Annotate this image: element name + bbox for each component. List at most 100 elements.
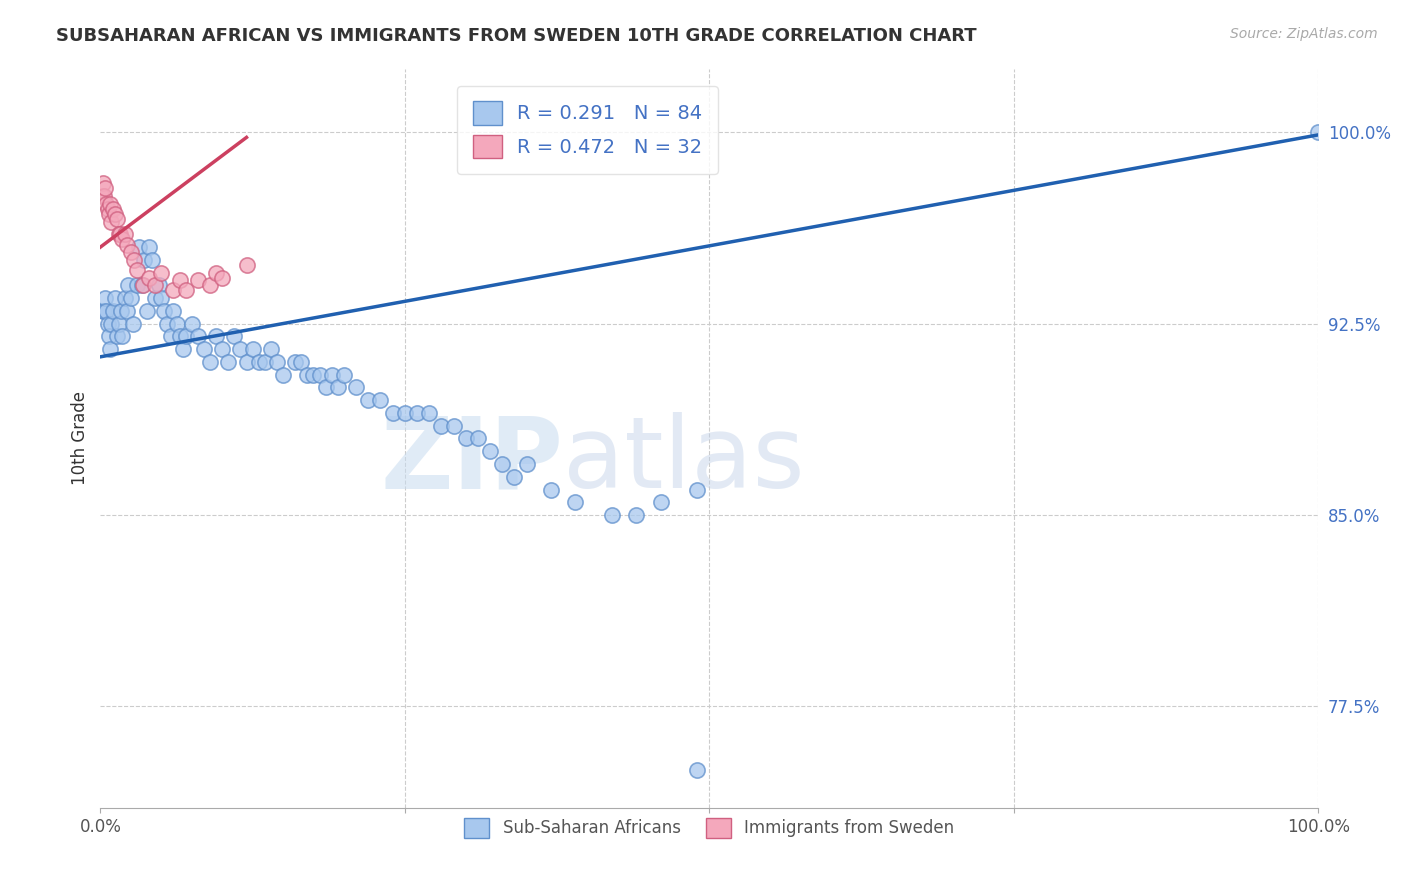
Legend: Sub-Saharan Africans, Immigrants from Sweden: Sub-Saharan Africans, Immigrants from Sw… xyxy=(458,811,960,845)
Point xyxy=(111,329,134,343)
Point xyxy=(394,406,416,420)
Point xyxy=(564,495,586,509)
Point xyxy=(98,196,121,211)
Point xyxy=(124,252,146,267)
Point xyxy=(686,483,709,497)
Point xyxy=(443,418,465,433)
Point xyxy=(284,355,307,369)
Point xyxy=(260,342,283,356)
Point xyxy=(107,212,129,227)
Point xyxy=(1308,125,1330,139)
Point xyxy=(308,368,330,382)
Point xyxy=(90,189,112,203)
Point xyxy=(94,291,117,305)
Point xyxy=(148,278,170,293)
Point xyxy=(107,329,129,343)
Point xyxy=(467,432,489,446)
Point xyxy=(205,329,228,343)
Point xyxy=(381,406,404,420)
Point xyxy=(117,278,139,293)
Point xyxy=(357,393,380,408)
Point xyxy=(686,763,709,777)
Point xyxy=(100,214,122,228)
Point xyxy=(156,317,179,331)
Point xyxy=(93,304,115,318)
Point xyxy=(430,418,453,433)
Point xyxy=(96,196,118,211)
Point xyxy=(211,342,233,356)
Point xyxy=(540,483,562,497)
Point xyxy=(114,227,136,242)
Point xyxy=(626,508,648,522)
Point xyxy=(107,317,129,331)
Text: SUBSAHARAN AFRICAN VS IMMIGRANTS FROM SWEDEN 10TH GRADE CORRELATION CHART: SUBSAHARAN AFRICAN VS IMMIGRANTS FROM SW… xyxy=(56,27,977,45)
Point xyxy=(125,278,148,293)
Point xyxy=(166,317,188,331)
Point xyxy=(143,291,166,305)
Point xyxy=(150,266,173,280)
Point xyxy=(247,355,270,369)
Point xyxy=(138,240,160,254)
Point xyxy=(242,342,264,356)
Text: ZIP: ZIP xyxy=(380,412,564,509)
Point xyxy=(132,278,155,293)
Point xyxy=(101,202,124,216)
Point xyxy=(96,304,118,318)
Point xyxy=(333,368,356,382)
Point xyxy=(315,380,337,394)
Point xyxy=(600,508,623,522)
Point xyxy=(187,329,209,343)
Point xyxy=(516,457,538,471)
Point xyxy=(406,406,429,420)
Point xyxy=(418,406,440,420)
Point xyxy=(217,355,239,369)
Point xyxy=(108,227,131,242)
Point xyxy=(120,245,142,260)
Text: atlas: atlas xyxy=(564,412,804,509)
Point xyxy=(91,177,114,191)
Point xyxy=(235,355,257,369)
Point xyxy=(94,181,117,195)
Point xyxy=(134,252,156,267)
Point xyxy=(198,355,221,369)
Point xyxy=(97,317,120,331)
Point xyxy=(97,207,120,221)
Point xyxy=(235,258,257,272)
Point xyxy=(503,469,526,483)
Point xyxy=(152,304,174,318)
Point xyxy=(141,252,163,267)
Point xyxy=(198,278,221,293)
Point xyxy=(650,495,672,509)
Text: Source: ZipAtlas.com: Source: ZipAtlas.com xyxy=(1230,27,1378,41)
Point xyxy=(97,202,120,216)
Point xyxy=(150,291,173,305)
Point xyxy=(297,368,319,382)
Point xyxy=(229,342,252,356)
Point xyxy=(180,317,202,331)
Point xyxy=(302,368,325,382)
Point xyxy=(172,342,194,356)
Point xyxy=(160,329,183,343)
Point xyxy=(114,291,136,305)
Point xyxy=(93,189,115,203)
Point xyxy=(321,368,343,382)
Point xyxy=(125,263,148,277)
Point xyxy=(174,284,197,298)
Point xyxy=(115,304,138,318)
Point xyxy=(266,355,288,369)
Point xyxy=(290,355,312,369)
Point xyxy=(98,342,121,356)
Point xyxy=(143,278,166,293)
Point xyxy=(104,291,127,305)
Point xyxy=(162,304,184,318)
Point xyxy=(187,273,209,287)
Point xyxy=(111,232,134,246)
Point xyxy=(138,270,160,285)
Point xyxy=(271,368,294,382)
Point xyxy=(169,329,191,343)
Point xyxy=(104,207,127,221)
Point xyxy=(326,380,349,394)
Y-axis label: 10th Grade: 10th Grade xyxy=(72,392,89,485)
Point xyxy=(97,329,120,343)
Point xyxy=(115,237,138,252)
